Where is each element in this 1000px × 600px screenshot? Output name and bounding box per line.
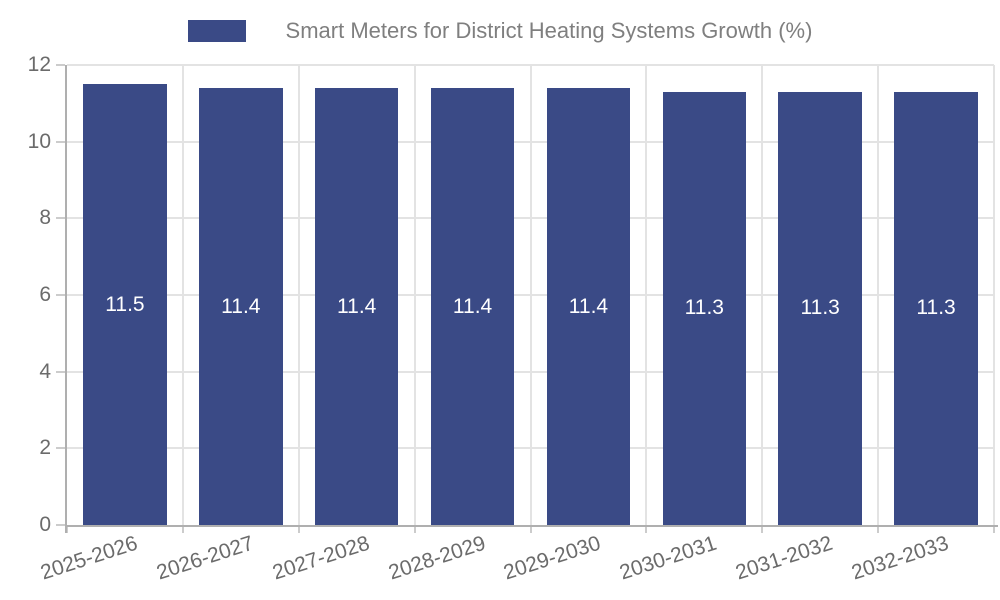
- y-tick-label: 10: [27, 129, 51, 153]
- bar: 11.4: [314, 88, 399, 525]
- y-tick-label: 4: [39, 359, 51, 383]
- bar-value-label: 11.4: [337, 294, 377, 318]
- x-gridline: [877, 65, 880, 525]
- y-tick-mark: [56, 217, 65, 220]
- y-tick-mark: [56, 447, 65, 450]
- bar: 11.5: [83, 84, 167, 525]
- y-tick-mark: [56, 524, 65, 526]
- bar: 11.4: [199, 88, 283, 525]
- bar: 11.3: [894, 91, 978, 525]
- x-gridline: [413, 65, 416, 525]
- x-gridline: [993, 65, 995, 525]
- y-tick-mark: [56, 370, 65, 373]
- x-gridline: [181, 65, 184, 525]
- x-tick-mark: [181, 525, 184, 533]
- x-tick-mark: [66, 525, 68, 533]
- legend-label: Smart Meters for District Heating System…: [285, 18, 813, 43]
- legend-swatch: [187, 20, 246, 42]
- x-axis-line: [65, 525, 998, 527]
- x-tick-mark: [413, 525, 416, 533]
- y-tick-label: 12: [27, 53, 51, 76]
- y-axis-line: [65, 65, 67, 533]
- x-gridline: [761, 65, 764, 525]
- bar: 11.3: [662, 91, 747, 525]
- y-tick-mark: [56, 140, 65, 143]
- x-gridline: [297, 65, 300, 525]
- bar-value-label: 11.4: [452, 294, 493, 318]
- y-tick-mark: [56, 294, 65, 296]
- y-tick-mark: [56, 64, 65, 66]
- bar-value-label: 11.4: [568, 294, 609, 318]
- bar-value-label: 11.3: [800, 296, 840, 320]
- legend: Smart Meters for District Heating System…: [0, 18, 1000, 44]
- x-tick-mark: [877, 525, 880, 533]
- y-tick-label: 8: [39, 206, 51, 230]
- bar-value-label: 11.3: [916, 296, 956, 320]
- x-tick-mark: [645, 525, 648, 533]
- y-tick-label: 0: [39, 513, 51, 536]
- bar-value-label: 11.4: [221, 294, 261, 318]
- x-gridline: [645, 65, 648, 525]
- x-tick-mark: [529, 525, 532, 533]
- x-tick-mark: [761, 525, 764, 533]
- y-tick-label: 2: [39, 436, 51, 460]
- x-gridline: [529, 65, 532, 525]
- bar: 11.4: [546, 88, 631, 525]
- bar-value-label: 11.3: [684, 296, 724, 320]
- bar: 11.4: [430, 88, 515, 525]
- y-tick-label: 6: [39, 283, 51, 306]
- x-tick-mark: [297, 525, 300, 533]
- x-tick-mark: [993, 525, 995, 533]
- bar-value-label: 11.5: [105, 292, 145, 316]
- bar: 11.3: [778, 91, 862, 525]
